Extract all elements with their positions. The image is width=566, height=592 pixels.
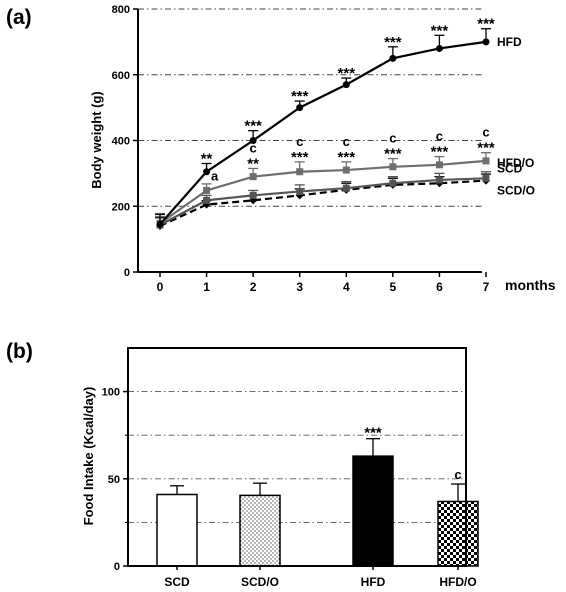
x-tick-label: 0 xyxy=(157,280,164,294)
significance-label: *** xyxy=(244,118,262,135)
panel-b-y-ticks: 0 50 100 xyxy=(102,387,128,573)
series-line xyxy=(159,159,487,225)
significance-label: c xyxy=(436,129,443,144)
data-point xyxy=(203,196,211,204)
x-tick-label: 4 xyxy=(343,280,350,294)
panel-a-y-axis-label: Body weight (g) xyxy=(89,91,104,189)
data-point xyxy=(342,81,350,89)
significance-label: *** xyxy=(431,22,449,39)
x-tick-label: 5 xyxy=(390,280,397,294)
bar-hfd xyxy=(352,455,394,567)
data-point xyxy=(435,44,443,52)
series-line xyxy=(159,177,487,226)
data-point xyxy=(435,176,443,184)
data-point xyxy=(249,137,257,144)
data-point xyxy=(249,191,257,199)
significance-label: c xyxy=(343,134,350,149)
panel-b-annotations: *** c xyxy=(364,425,461,482)
data-point xyxy=(482,38,490,46)
series-label: SCD/O xyxy=(497,184,535,198)
data-point xyxy=(482,174,490,182)
y-tick-label: 800 xyxy=(112,4,130,16)
significance-label: c xyxy=(454,467,461,482)
x-tick-label: 2 xyxy=(250,280,257,294)
panel-b-x-ticks: SCD SCD/O HFD HFD/O xyxy=(164,566,477,589)
bar-hfd-o xyxy=(437,500,479,567)
data-point xyxy=(342,166,350,174)
y-tick-label: 200 xyxy=(112,201,130,213)
x-tick-label: 7 xyxy=(483,280,490,294)
y-tick-label: 600 xyxy=(112,70,130,82)
data-point xyxy=(342,184,350,192)
x-tick-label: 6 xyxy=(436,280,443,294)
y-tick-label: 100 xyxy=(102,387,120,399)
bar-scd xyxy=(156,493,198,567)
y-tick-label: 400 xyxy=(112,136,130,148)
panel-a-label: (a) xyxy=(6,6,32,29)
significance-label: *** xyxy=(477,16,495,33)
x-tick-label: 1 xyxy=(203,280,210,294)
series-line xyxy=(159,40,487,226)
y-tick-label: 50 xyxy=(108,474,120,486)
significance-label: c xyxy=(389,131,396,146)
data-point xyxy=(296,187,304,195)
data-point xyxy=(249,173,257,181)
panel-a-x-axis-label: months xyxy=(505,277,556,293)
panel-a-y-ticks: 0 200 400 600 800 xyxy=(112,4,138,279)
data-point xyxy=(389,163,397,171)
significance-label: *** xyxy=(364,425,382,442)
panel-a-line-chart: (a) 0 200 400 600 800 0 1 2 3 4 5 6 7 Body weight (… xyxy=(6,4,556,294)
x-tick-label: HFD xyxy=(361,575,386,589)
data-point xyxy=(296,104,304,112)
x-tick-label: SCD/O xyxy=(241,575,279,589)
series-label: SCD xyxy=(497,161,523,175)
y-tick-label: 0 xyxy=(124,267,130,279)
data-point xyxy=(156,220,164,228)
panel-b-axes xyxy=(127,347,467,567)
significance-label: c xyxy=(482,125,489,140)
data-point xyxy=(203,186,211,194)
series-label: HFD/O xyxy=(497,156,534,170)
series-hfd-o: HFD/O xyxy=(155,152,534,227)
plot-frame xyxy=(127,347,467,567)
series-line xyxy=(159,179,487,227)
panel-a-x-ticks: 0 1 2 3 4 5 6 7 xyxy=(157,272,490,294)
significance-label: *** xyxy=(291,149,309,166)
panel-a-annotations: ***************** ***a**c***c***c***c***c… xyxy=(201,16,495,184)
data-point xyxy=(389,54,397,62)
panel-b-y-axis-label: Food Intake (Kcal/day) xyxy=(81,387,96,526)
y-tick-label: 0 xyxy=(114,561,120,573)
panel-a-grid xyxy=(138,8,482,207)
panel-b-bars xyxy=(156,438,479,567)
significance-label: ** xyxy=(247,155,259,172)
x-tick-label: 3 xyxy=(296,280,303,294)
significance-label: c xyxy=(296,134,303,149)
data-point xyxy=(389,179,397,187)
panel-b-label: (b) xyxy=(6,340,33,363)
x-tick-label: SCD xyxy=(164,575,190,589)
significance-label: *** xyxy=(338,149,356,166)
x-tick-label: HFD/O xyxy=(439,575,476,589)
significance-label: *** xyxy=(291,88,309,105)
significance-label: a xyxy=(211,168,219,183)
data-point xyxy=(435,161,443,169)
significance-label: ** xyxy=(201,151,213,168)
series-hfd: HFD xyxy=(155,28,522,228)
data-point xyxy=(296,168,304,176)
significance-label: *** xyxy=(384,146,402,163)
significance-label: *** xyxy=(384,34,402,51)
significance-label: *** xyxy=(477,140,495,157)
significance-label: *** xyxy=(431,144,449,161)
data-point xyxy=(203,168,211,176)
data-point xyxy=(482,157,490,165)
bar-scd-o xyxy=(239,494,281,567)
significance-label: c xyxy=(250,140,257,155)
series-label: HFD xyxy=(497,35,522,49)
panel-b-bar-chart: (b) 0 50 100 SCD SCD/O HFD HFD/O Food Intake … xyxy=(6,340,479,589)
significance-label: *** xyxy=(338,65,356,82)
